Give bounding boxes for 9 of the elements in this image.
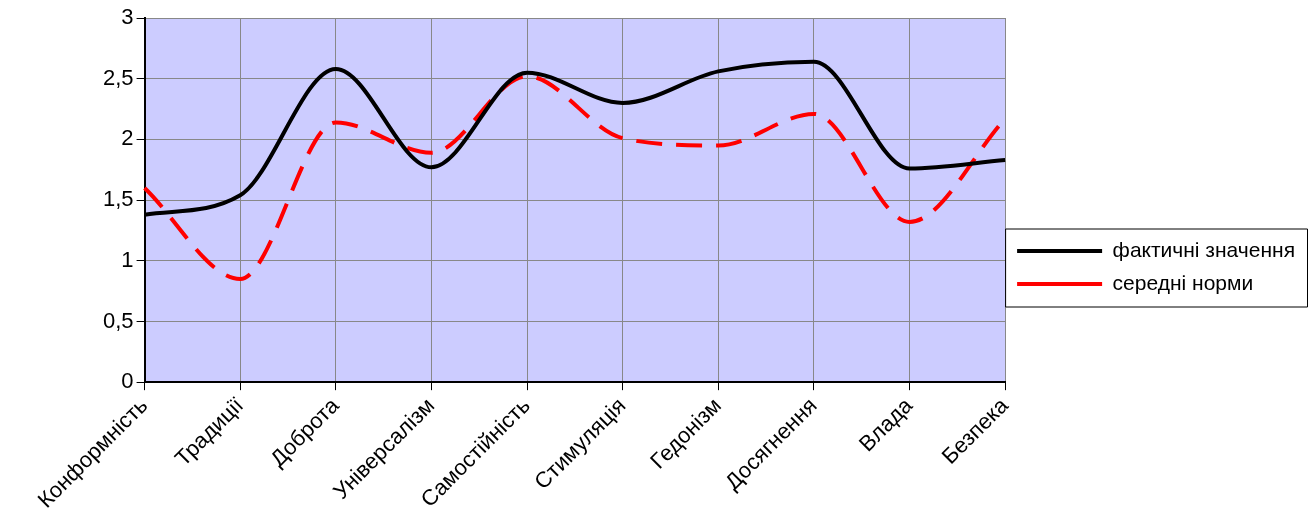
y-tick-label: 0 — [121, 368, 134, 394]
y-tick-label: 2,5 — [102, 64, 134, 90]
y-tick-label: 0,5 — [102, 307, 134, 333]
y-tick-label: 3 — [121, 4, 134, 30]
y-tick-label: 1,5 — [102, 186, 134, 212]
y-tick-label: 1 — [121, 246, 134, 272]
legend-label: фактичні значення — [1112, 237, 1296, 261]
y-tick-label: 2 — [121, 125, 134, 151]
legend-label: середні норми — [1112, 270, 1254, 294]
